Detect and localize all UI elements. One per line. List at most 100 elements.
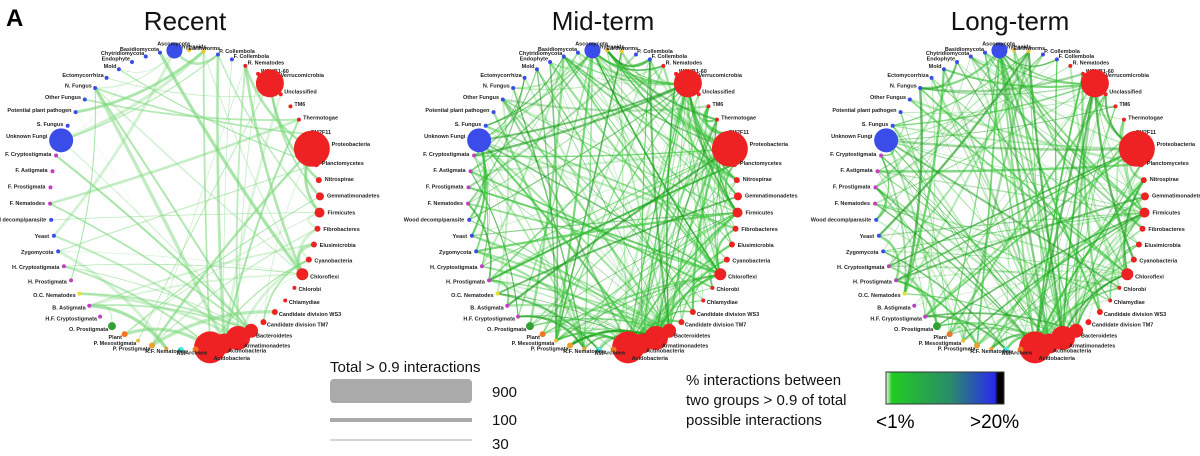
node [194, 331, 227, 364]
edge [948, 93, 1107, 335]
node [733, 177, 740, 184]
node [292, 285, 297, 290]
edge [591, 50, 733, 245]
node-label: Firmicutes [327, 210, 355, 216]
node [49, 128, 74, 153]
node-label: Enchytraeids [172, 45, 207, 51]
edge [60, 53, 219, 141]
edge [151, 147, 313, 347]
node [932, 322, 941, 331]
edge [924, 132, 1132, 318]
node-label: Endophyte [927, 57, 955, 63]
node [1140, 192, 1149, 201]
node [732, 225, 739, 232]
edge [79, 292, 239, 340]
node [907, 97, 912, 102]
node-label: Ascomycota [575, 41, 609, 47]
node [50, 169, 55, 174]
edge [956, 61, 1146, 197]
node [466, 201, 471, 206]
edge [60, 139, 252, 332]
node [271, 308, 278, 315]
node-label: Chlorobi [1123, 287, 1146, 293]
edge [677, 83, 689, 323]
node-label: Candidate division TM7 [1092, 322, 1153, 328]
node-label: O.C. Nematodes [33, 293, 75, 299]
node-label: SM2F11 [311, 130, 331, 136]
node-label: Wood decomp/parasite [0, 218, 46, 224]
node [955, 60, 960, 65]
node-label: R.F. Nematodes [563, 349, 604, 355]
edge [470, 77, 525, 172]
edge [502, 98, 709, 112]
edge [583, 94, 700, 349]
edge [885, 139, 1050, 344]
node [941, 67, 946, 72]
edge [991, 212, 1145, 349]
node-label: F. Prostigmata [426, 185, 465, 191]
node-label: Unknown Fungi [6, 134, 48, 140]
node-label: Unknown Fungi [831, 134, 873, 140]
edge [106, 77, 281, 97]
node [229, 57, 234, 62]
node-label: F. Cryptostigmata [5, 152, 52, 158]
node-label: P. Prostigmata [531, 346, 570, 352]
node [65, 123, 70, 128]
node-label: Acidobacteria [1039, 356, 1076, 362]
edge [497, 293, 585, 349]
node [116, 67, 121, 72]
edge [903, 50, 1030, 295]
edge [1034, 73, 1084, 348]
edge [1054, 59, 1064, 339]
edge [263, 148, 313, 323]
node-label: S. Fungus [862, 122, 889, 128]
node [310, 241, 317, 248]
edges [874, 49, 1146, 351]
node [923, 314, 928, 319]
edge [627, 83, 689, 348]
edge [563, 56, 736, 230]
edge [998, 50, 1143, 230]
edge [1033, 83, 1097, 348]
node-label: Planctomycetes [322, 161, 364, 167]
edge [475, 140, 489, 252]
node [1140, 177, 1147, 184]
node-label: N. Fungus [483, 83, 510, 89]
edge [485, 56, 565, 127]
edge [936, 211, 1145, 327]
node-label: B. Astigmata [52, 305, 86, 311]
legend-item: 30 [492, 436, 509, 453]
edge [563, 56, 721, 275]
edge [549, 61, 694, 313]
edge [235, 65, 247, 338]
node [516, 314, 521, 319]
node [561, 54, 566, 59]
node [567, 342, 574, 349]
edge [662, 65, 739, 214]
edge [1093, 83, 1135, 261]
node-label: Ectomycorrhiza [887, 73, 929, 79]
node [201, 49, 206, 54]
node [54, 153, 59, 158]
edge [874, 202, 1128, 275]
node [584, 42, 601, 59]
node [731, 161, 738, 168]
panel-title: Long-term [951, 6, 1070, 36]
node-label: Zygomycota [21, 250, 54, 256]
node-label: Chloroflexi [728, 274, 757, 280]
node-label: Ascomycota [157, 41, 191, 47]
node-label: Enchytraeids [590, 45, 625, 51]
edge [475, 250, 670, 332]
edge [655, 119, 718, 339]
node-label: Thermotogae [721, 115, 756, 121]
node-label: O.C. Nematodes [858, 293, 900, 299]
edge [621, 51, 629, 348]
node [1138, 161, 1145, 168]
edge [1075, 163, 1142, 331]
edge [875, 155, 890, 221]
edge [58, 250, 303, 275]
node [874, 128, 899, 153]
edge [1034, 228, 1143, 348]
legend-title: Total > 0.9 interactions [330, 359, 481, 376]
node-label: Chlorobi [298, 287, 321, 293]
